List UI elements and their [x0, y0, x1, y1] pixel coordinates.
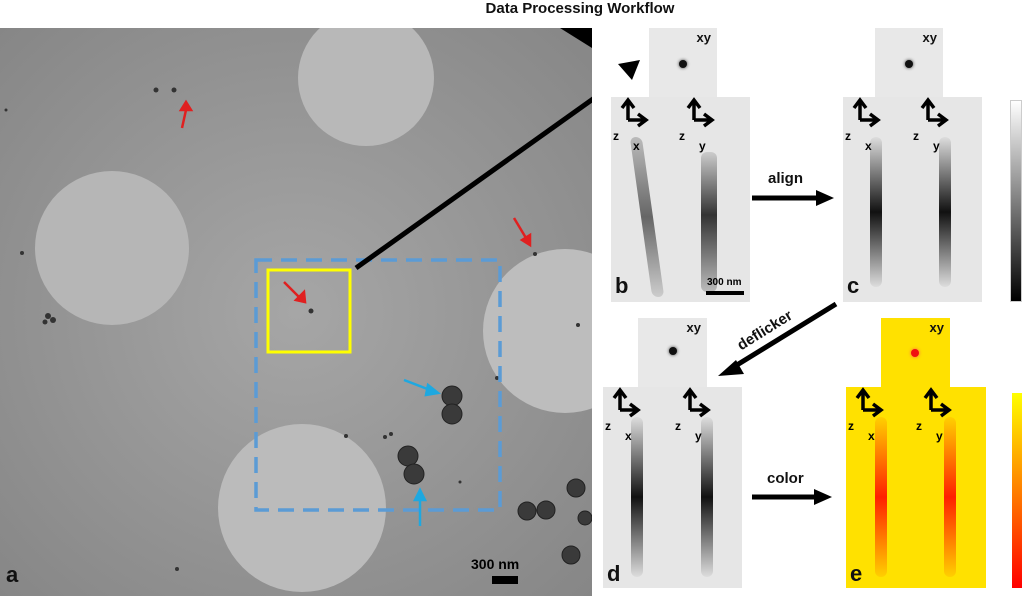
xy-label: xy [922, 30, 937, 45]
xy-label: xy [686, 320, 701, 335]
psf-streak-x [631, 417, 643, 577]
z-label: z [913, 129, 919, 143]
y-label: y [936, 429, 943, 443]
red-arrows [178, 99, 532, 304]
zoom-arrow-head [618, 60, 640, 80]
panel-e-xz-yz-views: e [846, 387, 986, 588]
blue-arrows [403, 378, 441, 526]
panel-c-xz-yz-views: c [843, 97, 982, 302]
panel-d-label: d [607, 561, 621, 586]
x-label: x [865, 139, 872, 153]
panel-c-xy-view: xy [875, 28, 943, 97]
panel-b-scale-text: 300 nm [707, 277, 742, 288]
hole [483, 249, 592, 413]
y-label: y [695, 429, 702, 443]
dimer-particles [397, 385, 592, 565]
z-label: z [675, 419, 681, 433]
panel-a-label: a [6, 562, 19, 587]
y-label: y [933, 139, 940, 153]
z-label: z [916, 419, 922, 433]
x-label: x [625, 429, 632, 443]
scale-bar [492, 576, 518, 584]
xy-label: xy [696, 30, 711, 45]
grayscale-colorbar [1010, 100, 1022, 302]
z-label: z [613, 129, 619, 143]
panel-b-xz-yz-views: b 300 nm [611, 97, 750, 302]
hole [218, 424, 386, 592]
particle-spot [911, 349, 919, 357]
align-step-label: align [768, 170, 804, 187]
psf-streak-y [944, 417, 956, 577]
particle-spot [669, 347, 677, 355]
x-label: x [868, 429, 875, 443]
figure-title: Data Processing Workflow [485, 0, 675, 17]
psf-streak-x [875, 417, 887, 577]
psf-streak-y [701, 417, 713, 577]
scale-bar [706, 291, 744, 295]
panel-d-xz-yz-views: d [603, 387, 742, 588]
heat-colorbar [1012, 393, 1022, 588]
color-step-label: color [767, 470, 804, 487]
panel-b-label: b [615, 273, 629, 298]
hole [35, 171, 189, 325]
panel-b-xy-view: xy [649, 28, 717, 97]
deflicker-step-label: deflicker [734, 306, 796, 355]
panel-d-xy-view: xy [638, 318, 707, 387]
psf-streak-x [870, 137, 882, 287]
region-dashed-box [254, 258, 502, 512]
hole [298, 28, 434, 146]
panel-e-label: e [850, 561, 863, 586]
z-label: z [845, 129, 851, 143]
particle-spot [679, 60, 687, 68]
xy-label: xy [929, 320, 944, 335]
particles [4, 87, 580, 571]
x-label: x [633, 139, 640, 153]
psf-streak-y [701, 152, 717, 292]
panel-c-label: c [847, 273, 860, 298]
corner-mark [560, 28, 592, 48]
particle-spot [905, 60, 913, 68]
panel-a-scale-text: 300 nm [471, 556, 520, 572]
zoom-arrow [354, 96, 592, 271]
y-label: y [699, 139, 706, 153]
z-label: z [605, 419, 611, 433]
selected-particle-box [266, 268, 352, 354]
panel-a-micrograph [0, 28, 592, 596]
panel-e-xy-view: xy [881, 318, 950, 387]
psf-streak-x [629, 137, 665, 297]
psf-streak-y [939, 137, 951, 287]
z-label: z [848, 419, 854, 433]
z-label: z [679, 129, 685, 143]
